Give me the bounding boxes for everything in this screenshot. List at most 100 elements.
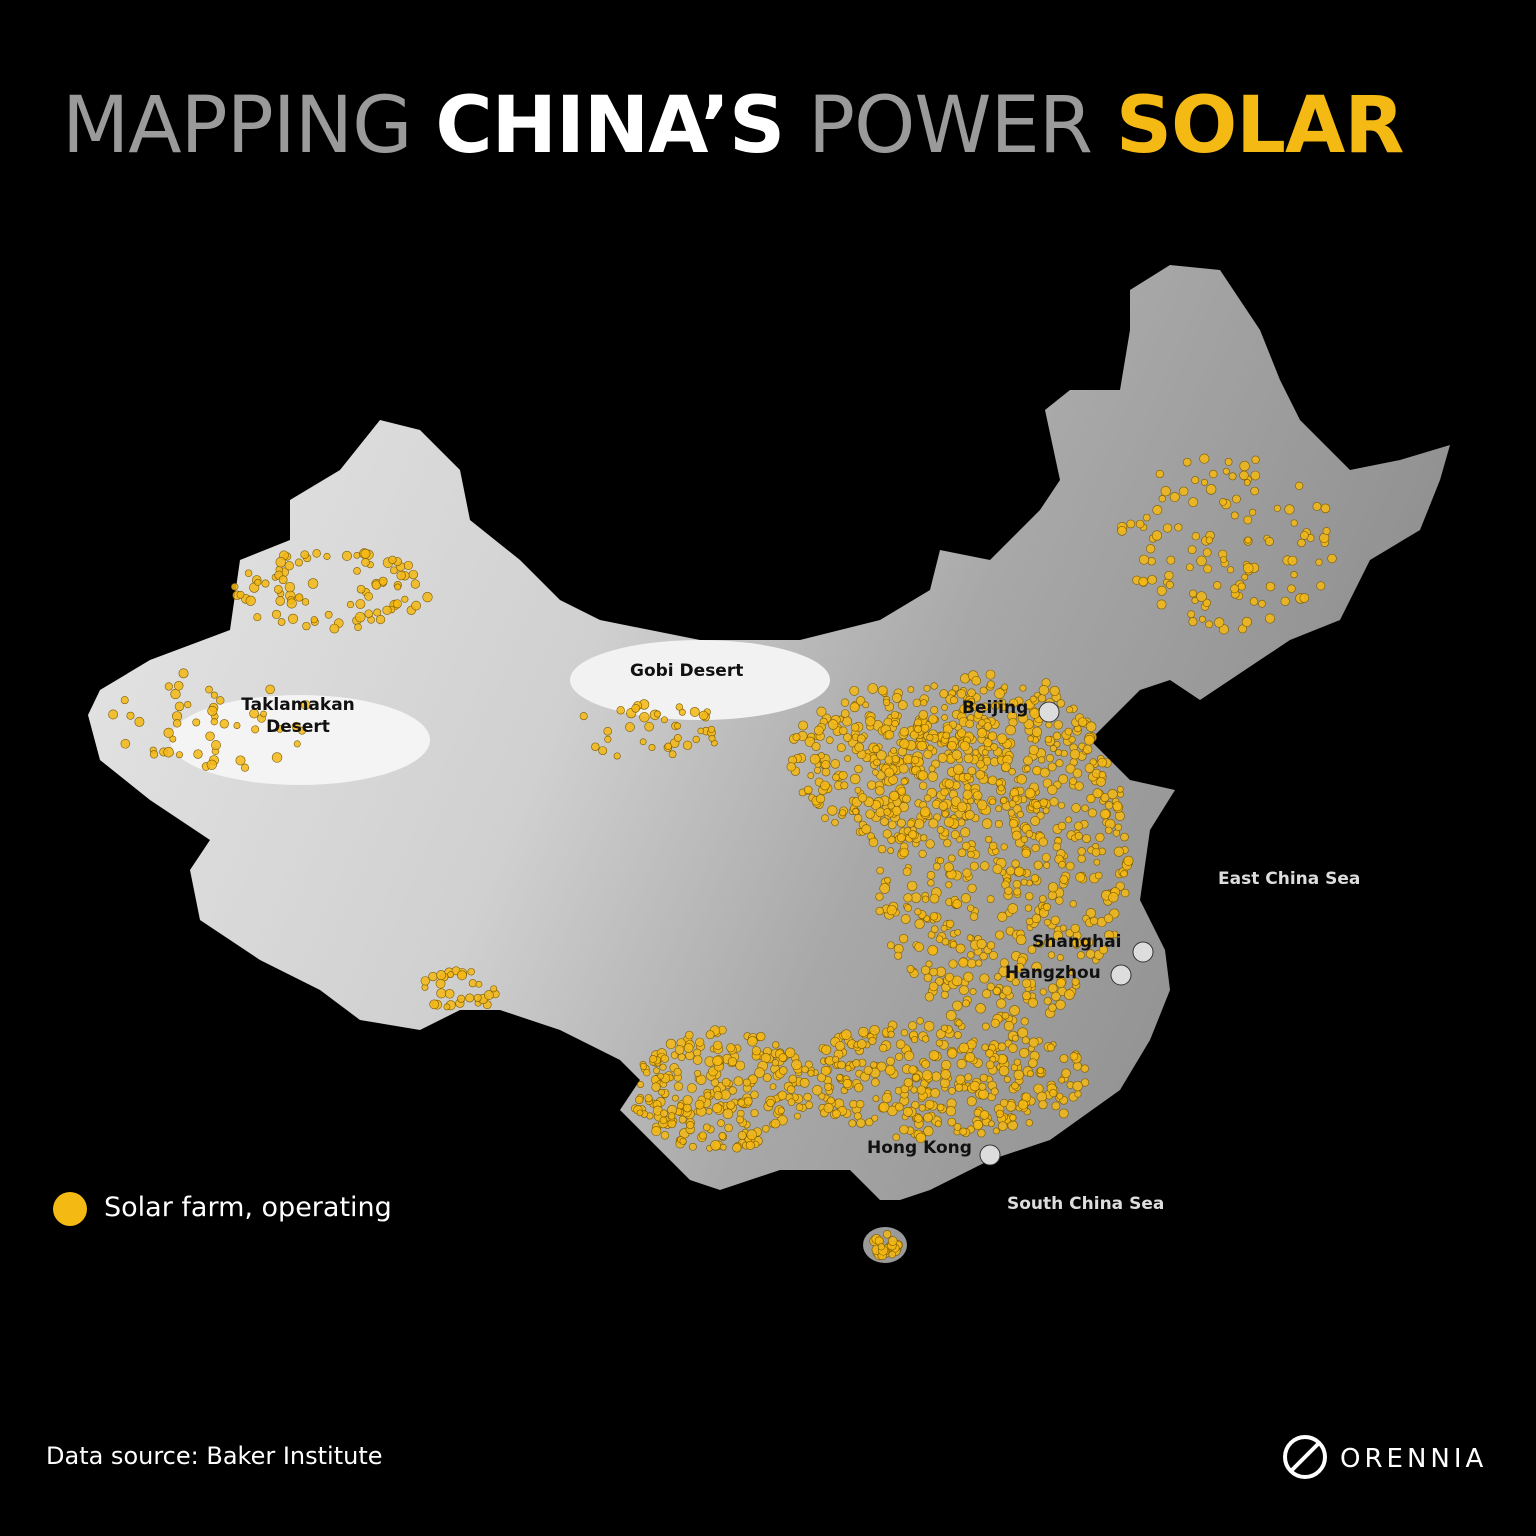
solar-farm (908, 1021, 918, 1031)
solar-farm (1020, 835, 1028, 843)
solar-farm (886, 1056, 895, 1066)
solar-farm (1165, 580, 1174, 589)
solar-farm (881, 1092, 893, 1104)
solar-farm (843, 733, 852, 742)
solar-farm (928, 818, 939, 829)
solar-farm (1327, 553, 1337, 564)
solar-farm (931, 1071, 942, 1082)
solar-farm (786, 762, 796, 772)
legend-swatch (53, 1192, 87, 1226)
solar-farm (277, 618, 286, 626)
solar-farm (408, 569, 419, 580)
solar-farm (465, 993, 475, 1003)
solar-farm (1013, 1058, 1021, 1066)
solar-farm (1187, 610, 1196, 619)
solar-farm (940, 1024, 949, 1032)
solar-farm (373, 608, 382, 617)
solar-farm (1016, 774, 1027, 785)
solar-farm (969, 988, 977, 996)
solar-farm (1107, 789, 1118, 800)
solar-farm (995, 930, 1005, 940)
solar-farm (631, 703, 640, 713)
solar-farm (809, 753, 821, 765)
solar-farm (977, 727, 987, 738)
solar-farm (1185, 563, 1194, 572)
solar-farm (965, 719, 974, 729)
solar-farm (1104, 930, 1114, 941)
solar-farm (1096, 777, 1106, 787)
brand: ORENNIA (1340, 1444, 1487, 1474)
solar-farm (1066, 706, 1074, 714)
solar-farm (249, 708, 259, 719)
solar-farm (1032, 765, 1042, 776)
solar-farm (294, 558, 303, 567)
solar-farm (732, 1143, 742, 1153)
solar-farm (657, 1072, 665, 1080)
solar-farm (939, 1078, 950, 1089)
solar-farm (1114, 810, 1125, 821)
solar-farm (827, 1096, 835, 1105)
solar-farm (428, 971, 438, 982)
solar-farm (990, 743, 998, 751)
solar-farm (856, 1039, 867, 1049)
solar-farm (914, 908, 922, 916)
solar-farm (941, 1059, 952, 1071)
solar-farm (1258, 599, 1266, 608)
solar-farm (929, 967, 938, 977)
solar-farm (719, 1143, 727, 1151)
solar-farm (1117, 525, 1127, 536)
solar-farm (679, 1137, 687, 1145)
solar-farm (1203, 564, 1213, 574)
desert (570, 640, 830, 720)
solar-farm (713, 1040, 723, 1050)
solar-farm (293, 740, 301, 748)
solar-farm (1009, 1114, 1017, 1122)
solar-farm (1001, 683, 1009, 691)
solar-farm (811, 742, 821, 751)
solar-farm (956, 1058, 967, 1069)
city-label: Shanghai (1032, 932, 1122, 952)
solar-farm (985, 835, 993, 844)
solar-farm (903, 1050, 915, 1061)
solar-farm (883, 808, 891, 816)
solar-farm (354, 623, 362, 631)
solar-farm (777, 1107, 785, 1114)
solar-farm (1058, 774, 1069, 785)
solar-farm (997, 1042, 1007, 1052)
solar-farm (1123, 855, 1134, 866)
solar-farm (696, 1074, 707, 1085)
solar-farm (868, 1036, 877, 1045)
solar-farm (943, 816, 955, 828)
city-marker (1038, 701, 1060, 723)
solar-farm (1011, 978, 1020, 986)
solar-farm (1146, 544, 1156, 554)
solar-farm (804, 785, 813, 795)
solar-farm (1008, 800, 1017, 808)
solar-farm (284, 561, 294, 571)
solar-farm (1009, 1005, 1020, 1016)
solar-farm (856, 1118, 866, 1128)
solar-farm (175, 751, 184, 759)
solar-farm (865, 716, 876, 727)
solar-farm (643, 1069, 651, 1077)
solar-farm (173, 681, 184, 691)
solar-farm (962, 868, 972, 878)
solar-farm (919, 806, 931, 818)
solar-farm (823, 1103, 834, 1113)
solar-farm (897, 700, 908, 710)
solar-farm (736, 1115, 745, 1124)
solar-farm (1047, 882, 1059, 893)
solar-farm (941, 810, 949, 818)
solar-farm (966, 934, 974, 942)
solar-farm (1280, 596, 1290, 606)
solar-farm (750, 1109, 759, 1118)
solar-farm (838, 726, 848, 736)
solar-farm (928, 714, 938, 724)
solar-farm (1273, 504, 1281, 512)
solar-farm (852, 1059, 861, 1068)
solar-farm (872, 745, 881, 754)
solar-farm (668, 1112, 676, 1120)
solar-farm (932, 862, 941, 871)
solar-farm (945, 881, 953, 889)
solar-farm (1061, 1068, 1071, 1078)
